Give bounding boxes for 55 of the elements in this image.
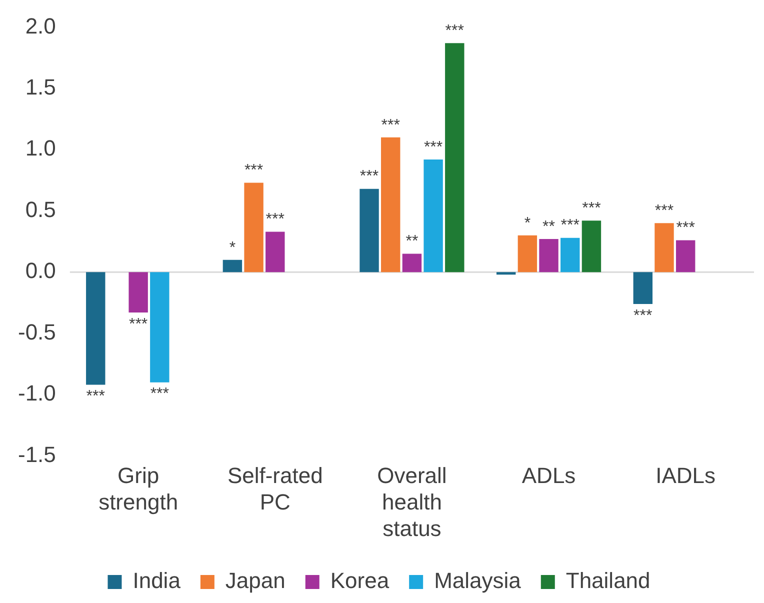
y-tick-label: 1.5: [25, 74, 56, 100]
y-tick-label: -0.5: [18, 319, 56, 344]
bar: [266, 232, 285, 272]
y-tick-label: 1.0: [25, 136, 56, 161]
data-label: ***: [634, 307, 652, 324]
bar: [539, 239, 558, 272]
bar: [633, 272, 653, 304]
x-tick-label: IADLs: [656, 463, 716, 488]
legend-label: Thailand: [566, 568, 650, 594]
x-tick-label: ADLs: [522, 463, 576, 488]
bar: [150, 272, 170, 382]
bar: [244, 182, 264, 272]
y-tick-label: 0.5: [25, 196, 56, 222]
x-tick-label: Overall health status: [377, 463, 447, 541]
bar: [654, 223, 674, 272]
bar: [582, 220, 602, 272]
y-tick-label: 2.0: [25, 13, 56, 38]
bar: [424, 159, 443, 272]
data-label: ***: [445, 22, 464, 40]
data-label: **: [542, 218, 555, 236]
bar: [402, 254, 422, 272]
bar: [560, 238, 580, 272]
data-label: **: [406, 233, 418, 250]
x-tick-label: Grip strength: [98, 463, 178, 514]
bar: [222, 260, 242, 272]
data-label: ***: [86, 388, 105, 406]
bar: [86, 272, 106, 385]
data-label: ***: [582, 200, 601, 218]
data-label: *: [524, 214, 531, 232]
bar: [518, 235, 538, 272]
bar: [128, 272, 148, 313]
data-label: ***: [560, 217, 580, 234]
data-label: ***: [654, 202, 674, 220]
data-label: ***: [244, 162, 264, 180]
y-tick-label: -1.0: [18, 380, 56, 406]
y-tick-label: -1.5: [18, 442, 56, 467]
data-label: ***: [150, 386, 170, 403]
bar: [676, 240, 696, 272]
y-tick-label: 0.0: [25, 258, 56, 284]
data-label: ***: [424, 138, 443, 156]
data-label: ***: [128, 316, 148, 333]
bar: [381, 137, 400, 272]
data-label: ***: [676, 220, 695, 237]
legend-label: Malaysia: [434, 568, 522, 594]
bar: [445, 43, 464, 272]
data-label: ***: [266, 211, 284, 228]
data-label: ***: [360, 168, 379, 186]
legend-label: Japan: [225, 568, 286, 594]
bar: [496, 272, 516, 275]
data-label: *: [229, 239, 236, 256]
data-label: ***: [381, 116, 400, 134]
x-tick-label: Self-rated PC: [227, 463, 323, 514]
legend-label: Korea: [330, 568, 390, 594]
legend-label: India: [132, 568, 182, 594]
bar: [360, 188, 379, 272]
